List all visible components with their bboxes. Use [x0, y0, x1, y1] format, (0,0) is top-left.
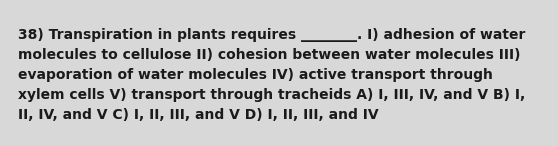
- Text: 38) Transpiration in plants requires ________. I) adhesion of water
molecules to: 38) Transpiration in plants requires ___…: [18, 28, 526, 122]
